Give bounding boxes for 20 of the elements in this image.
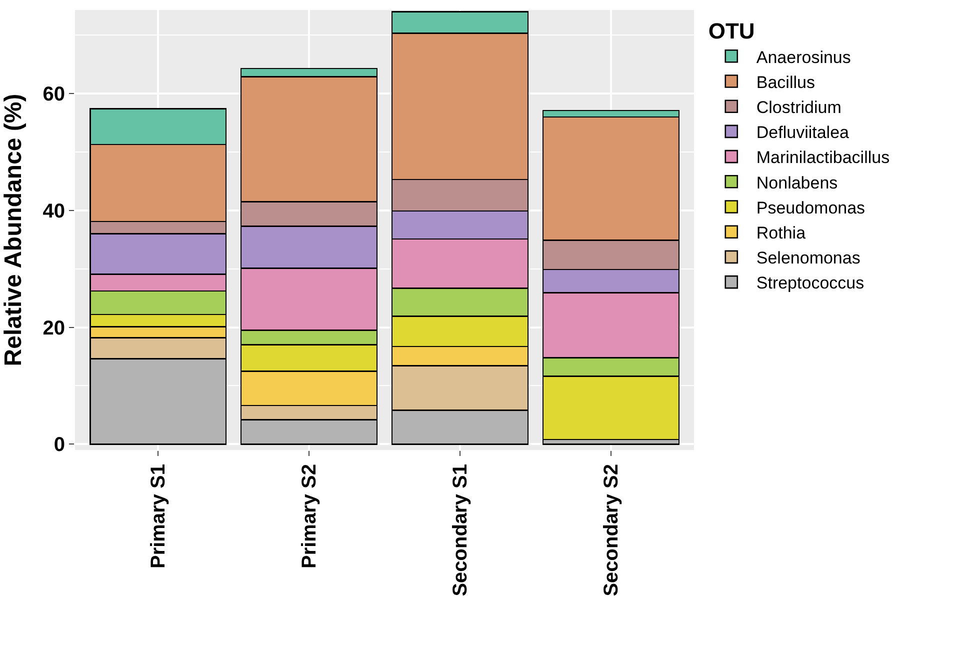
legend-label: Clostridium [756,98,842,117]
x-tick-label: Secondary S2 [600,464,622,596]
legend-label: Anaerosinus [756,48,851,67]
legend-label: Pseudomonas [756,198,866,218]
x-tick-label: Primary S2 [298,464,321,569]
y-axis-title: Relative Abundance (%) [0,94,27,366]
y-tick-label: 40 [42,200,65,222]
legend-label: Defluviitalea [756,123,850,142]
legend-label: Bacillus [756,72,815,92]
legend-label: Marinilactibacillus [756,148,890,168]
y-tick-label: 20 [42,317,65,340]
x-tick-label: Secondary S1 [449,464,472,596]
x-tick-label: Primary S1 [148,464,170,569]
legend-label: Streptococcus [756,274,864,293]
y-tick-label: 60 [42,84,65,106]
legend-label: Selenomonas [756,248,860,268]
legend-label: Nonlabens [756,173,838,192]
legend-title: OTU [708,18,755,44]
legend-label: Rothia [756,223,806,242]
y-tick-label: 0 [54,434,65,456]
